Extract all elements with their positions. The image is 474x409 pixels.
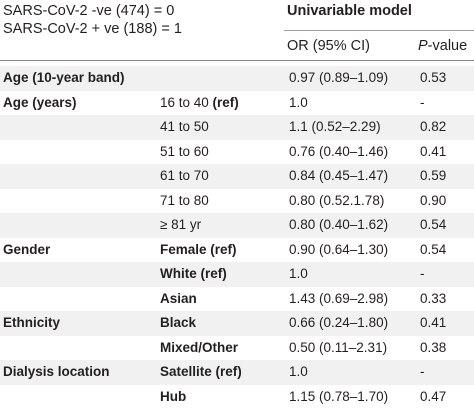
odds-ratio: 0.50 (0.11–2.31) [289,340,387,356]
odds-ratio: 1.0 [289,364,308,380]
p-value: 0.54 [420,217,446,233]
group-definition-negative: SARS-CoV-2 -ve (474) = 0 [3,3,174,19]
odds-ratio: 0.76 (0.40–1.46) [289,144,388,160]
odds-ratio: 1.15 (0.78–1.70) [289,389,388,405]
p-value: 0.82 [420,119,446,135]
row-label: Dialysis location [3,364,110,380]
odds-ratio: 0.97 (0.89–1.09) [289,70,388,86]
odds-ratio: 1.0 [289,95,308,111]
odds-ratio: 1.1 (0.52–2.29) [289,119,381,135]
p-suffix: -value [428,38,468,54]
header-rule [0,60,474,61]
table-row: Age (years) 16 to 40 (ref) 1.0 - [0,91,474,116]
odds-ratio: 0.66 (0.24–1.80) [289,315,388,331]
p-value: - [420,266,425,282]
p-value: 0.41 [420,315,446,331]
odds-ratio: 1.0 [289,266,308,282]
p-value: 0.38 [420,340,446,356]
model-title: Univariable model [287,3,412,19]
p-value: 0.90 [420,193,446,209]
row-category: 41 to 50 [160,119,209,135]
row-label: Age (years) [3,95,77,111]
row-category: Female (ref) [160,242,237,258]
odds-ratio: 0.80 (0.40–1.62) [289,217,388,233]
row-category: 16 to 40 (ref) [160,95,239,111]
odds-ratio: 0.80 (0.52.1.78) [289,193,384,209]
group-definition-positive: SARS-CoV-2 + ve (188) = 1 [3,21,182,37]
table-row: 41 to 50 1.1 (0.52–2.29) 0.82 [0,115,474,140]
row-label: Ethnicity [3,315,60,331]
row-category: 61 to 70 [160,168,209,184]
p-value: 0.54 [420,242,446,258]
p-value: 0.47 [420,389,446,405]
odds-ratio: 1.43 (0.69–2.98) [289,291,388,307]
model-underline [284,30,474,31]
p-value: 0.41 [420,144,446,160]
row-category: White (ref) [160,266,227,282]
row-category: Satellite (ref) [160,364,242,380]
row-category: 51 to 60 [160,144,209,160]
table-row: 51 to 60 0.76 (0.40–1.46) 0.41 [0,140,474,165]
reference-marker: (ref) [213,95,239,110]
row-category: 71 to 80 [160,193,209,209]
table-row: Age (10-year band) 0.97 (0.89–1.09) 0.53 [0,66,474,91]
p-italic: P [418,38,428,54]
p-value: 0.33 [420,291,446,307]
row-label: Gender [3,242,50,258]
table-row: Hub 1.15 (0.78–1.70) 0.47 [0,385,474,409]
row-category: Asian [160,291,197,307]
table-row: Mixed/Other 0.50 (0.11–2.31) 0.38 [0,336,474,361]
p-value: 0.59 [420,168,446,184]
p-value: 0.53 [420,70,446,86]
table-row: 61 to 70 0.84 (0.45–1.47) 0.59 [0,164,474,189]
odds-ratio: 0.90 (0.64–1.30) [289,242,388,258]
row-label: Age (10-year band) [3,70,125,86]
row-category: Black [160,315,196,331]
column-header-p: P-value [418,38,467,54]
odds-ratio: 0.84 (0.45–1.47) [289,168,388,184]
row-category-text: 16 to 40 [160,95,213,110]
p-value: - [420,95,425,111]
column-header-or: OR (95% CI) [287,38,370,54]
table-row: White (ref) 1.0 - [0,262,474,287]
table-row: Asian 1.43 (0.69–2.98) 0.33 [0,287,474,312]
p-value: - [420,364,425,380]
row-category: Hub [160,389,186,405]
table-row: ≥ 81 yr 0.80 (0.40–1.62) 0.54 [0,213,474,238]
row-category: ≥ 81 yr [160,217,201,233]
table-row: Gender Female (ref) 0.90 (0.64–1.30) 0.54 [0,238,474,263]
row-category: Mixed/Other [160,340,238,356]
table-row: Dialysis location Satellite (ref) 1.0 - [0,360,474,385]
table-row: Ethnicity Black 0.66 (0.24–1.80) 0.41 [0,311,474,336]
table-row: 71 to 80 0.80 (0.52.1.78) 0.90 [0,189,474,214]
